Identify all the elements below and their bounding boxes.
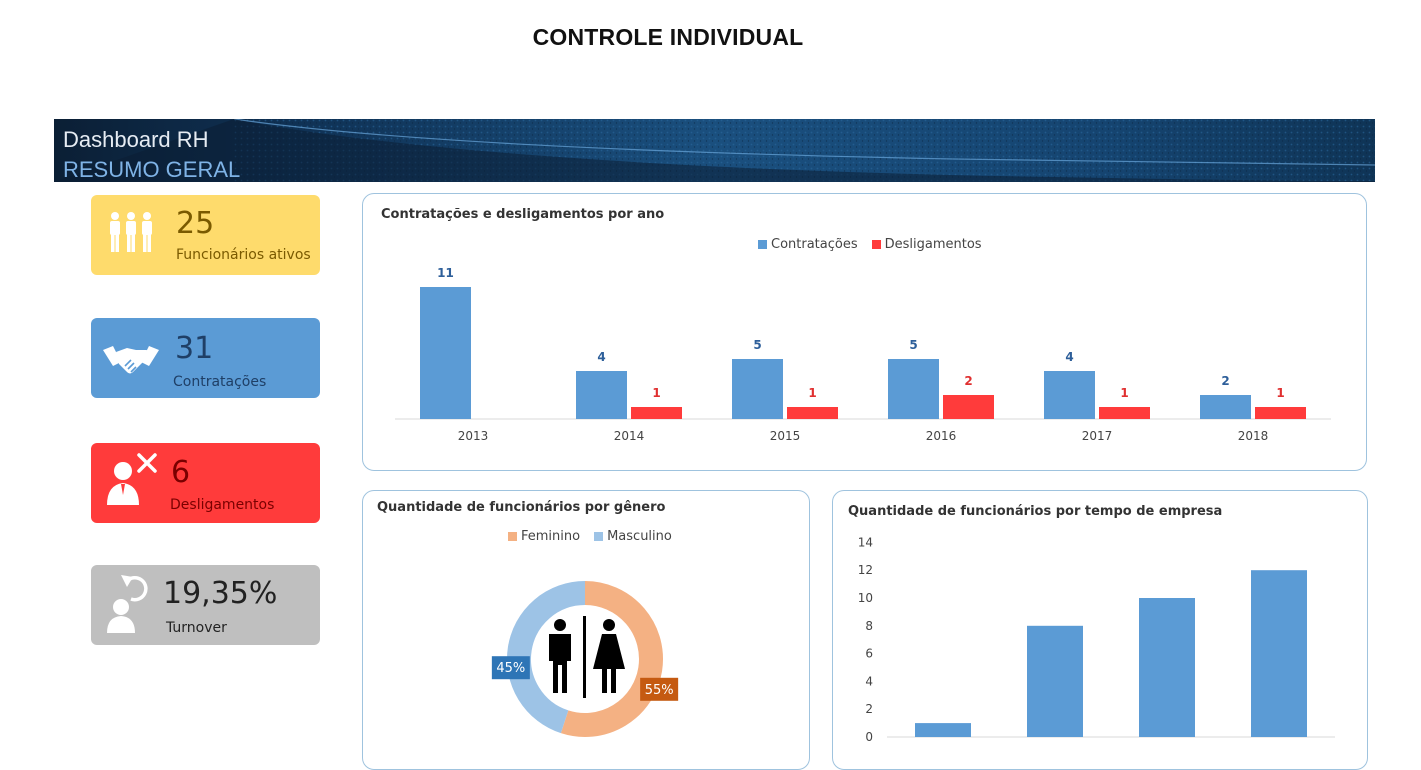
chart-gender-svg: 55% 45% (491, 581, 679, 737)
legend-item-terminations: Desligamentos (871, 237, 982, 252)
data-label: 11 (437, 266, 454, 280)
y-tick-label: 8 (865, 619, 873, 633)
y-tick-label: 2 (865, 702, 873, 716)
chart-hires-terminations-svg: 11 2013 4 1 2014 5 1 2015 5 2 2016 4 1 2017 2 1 2018 (395, 266, 1331, 443)
bar-terminations (631, 407, 682, 419)
data-label: 55% (645, 683, 674, 698)
y-tick-label: 10 (858, 591, 873, 605)
bar-tenure (915, 723, 971, 737)
banner-background (54, 119, 1375, 182)
legend-swatch (758, 240, 767, 249)
bar-hires (888, 359, 939, 419)
handshake-icon (103, 346, 159, 374)
chart-title: Contratações e desligamentos por ano (381, 207, 665, 222)
data-label-box (640, 677, 679, 701)
bar-hires (1200, 395, 1251, 419)
legend-label: Feminino (521, 529, 581, 544)
kpi-terminations[interactable]: 6 Desligamentos (91, 443, 320, 523)
y-tick-label: 12 (858, 563, 873, 577)
legend-item-female: Feminino (508, 529, 580, 544)
page-title: CONTROLE INDIVIDUAL (532, 24, 804, 50)
x-tick-label: 2017 (1082, 429, 1113, 443)
bar-hires (576, 371, 627, 419)
dashboard-banner: Dashboard RH RESUMO GERAL (54, 119, 1375, 182)
chart-card-gender: Quantidade de funcionários por gênero Fe… (362, 490, 810, 770)
kpi-active-employees-value: 25 (176, 206, 215, 241)
data-label: 1 (652, 386, 660, 400)
person-removed-icon (107, 453, 157, 505)
kpi-hires-label: Contratações (173, 374, 267, 390)
person-refresh-icon (107, 575, 148, 633)
data-label: 4 (597, 350, 605, 364)
y-tick-label: 0 (865, 730, 873, 744)
x-tick-label: 2013 (458, 429, 489, 443)
data-label: 1 (808, 386, 816, 400)
x-tick-label: 2014 (614, 429, 645, 443)
bar-hires (1044, 371, 1095, 419)
donut-slice-feminino (560, 581, 663, 737)
restroom-icon (549, 616, 625, 698)
kpi-hires-value: 31 (175, 331, 214, 366)
data-label: 5 (909, 338, 917, 352)
y-tick-label: 6 (865, 647, 873, 661)
bar-terminations (787, 407, 838, 419)
chart-card-tenure: Quantidade de funcionários por tempo de … (832, 490, 1368, 770)
kpi-terminations-value: 6 (171, 455, 191, 490)
kpi-active-employees[interactable]: 25 Funcionários ativos (91, 195, 320, 275)
kpi-turnover-value: 19,35% (163, 576, 278, 611)
y-tick-label: 4 (865, 674, 873, 688)
legend-swatch (871, 240, 881, 249)
data-label: 4 (1065, 350, 1073, 364)
data-label: 2 (964, 374, 972, 388)
bar-tenure (1139, 598, 1195, 737)
y-tick-label: 14 (858, 535, 873, 549)
legend-label: Contratações (771, 237, 858, 252)
bar-terminations (943, 395, 994, 419)
bar-hires (732, 359, 783, 419)
legend-item-hires: Contratações (758, 237, 858, 252)
chart-tenure-svg: 0 2 4 6 8 10 12 14 (858, 535, 1335, 744)
bar-hires (420, 287, 471, 419)
x-tick-label: 2016 (926, 429, 957, 443)
data-label: 1 (1276, 386, 1284, 400)
data-label: 45% (496, 661, 525, 676)
x-tick-label: 2015 (770, 429, 801, 443)
donut-slice-masculino (507, 581, 586, 734)
data-label: 1 (1120, 386, 1128, 400)
banner-subtitle: RESUMO GERAL (63, 157, 241, 182)
data-label: 5 (753, 338, 761, 352)
chart-card-hires-terminations: Contratações e desligamentos por ano Con… (362, 193, 1367, 471)
banner-title: Dashboard RH (63, 127, 209, 152)
legend-label: Desligamentos (884, 237, 982, 252)
chart-title: Quantidade de funcionários por tempo de … (848, 504, 1223, 519)
data-label: 2 (1221, 374, 1229, 388)
bar-tenure (1027, 625, 1083, 737)
chart-title: Quantidade de funcionários por gênero (377, 500, 666, 515)
legend-swatch (508, 532, 517, 541)
bar-terminations (1255, 407, 1306, 419)
kpi-turnover-label: Turnover (166, 620, 227, 636)
kpi-terminations-label: Desligamentos (170, 497, 275, 513)
kpi-turnover[interactable]: 19,35% Turnover (91, 565, 320, 645)
chart-legend: Feminino Masculino (508, 529, 686, 544)
legend-item-male: Masculino (594, 529, 672, 544)
people-group-icon (110, 212, 152, 252)
legend-label: Masculino (607, 529, 672, 544)
data-label-box (491, 656, 530, 680)
kpi-hires[interactable]: 31 Contratações (91, 318, 320, 398)
bar-terminations (1099, 407, 1150, 419)
chart-legend: Contratações Desligamentos (758, 237, 996, 252)
bar-tenure (1251, 570, 1307, 737)
kpi-active-employees-label: Funcionários ativos (176, 247, 311, 263)
legend-swatch (594, 532, 604, 541)
x-tick-label: 2018 (1238, 429, 1269, 443)
